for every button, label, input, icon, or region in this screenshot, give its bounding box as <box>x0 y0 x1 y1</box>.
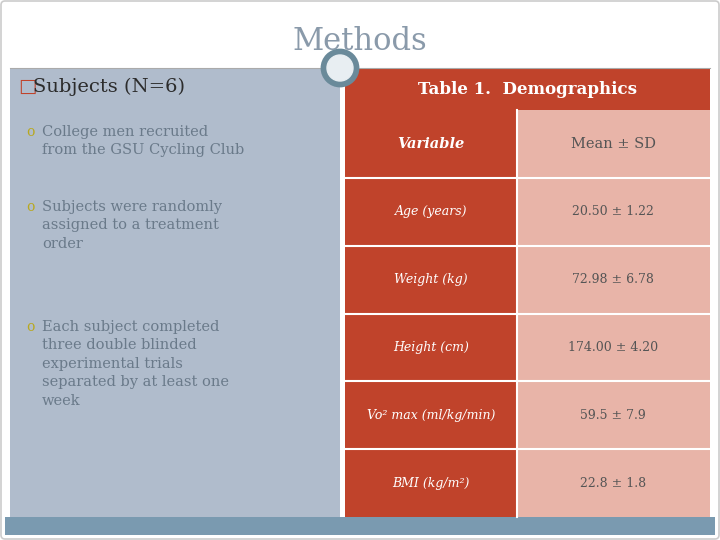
Text: BMI (kg/m²): BMI (kg/m²) <box>392 477 469 490</box>
Bar <box>345 449 516 517</box>
Bar <box>345 178 516 246</box>
Circle shape <box>327 55 353 81</box>
Bar <box>345 246 516 314</box>
Text: Subjects (N=6): Subjects (N=6) <box>33 78 185 96</box>
Text: Weight (kg): Weight (kg) <box>394 273 467 286</box>
Text: Table 1.  Demographics: Table 1. Demographics <box>418 80 637 98</box>
Text: 72.98 ± 6.78: 72.98 ± 6.78 <box>572 273 654 286</box>
Bar <box>516 381 710 449</box>
Bar <box>345 68 710 517</box>
Text: 59.5 ± 7.9: 59.5 ± 7.9 <box>580 409 646 422</box>
Text: Vo² max (ml/kg/min): Vo² max (ml/kg/min) <box>366 409 495 422</box>
Bar <box>516 449 710 517</box>
Text: Age (years): Age (years) <box>395 205 467 218</box>
Text: 22.8 ± 1.8: 22.8 ± 1.8 <box>580 477 647 490</box>
Text: o: o <box>26 200 34 214</box>
Text: College men recruited
from the GSU Cycling Club: College men recruited from the GSU Cycli… <box>42 125 244 157</box>
Bar <box>5 517 715 535</box>
Text: Variable: Variable <box>397 137 464 151</box>
Bar <box>516 246 710 314</box>
Text: 20.50 ± 1.22: 20.50 ± 1.22 <box>572 205 654 218</box>
Bar <box>516 314 710 381</box>
Bar <box>345 314 516 381</box>
Circle shape <box>322 50 358 86</box>
Text: Each subject completed
three double blinded
experimental trials
separated by at : Each subject completed three double blin… <box>42 320 229 408</box>
Text: Mean ± SD: Mean ± SD <box>571 137 656 151</box>
Text: 174.00 ± 4.20: 174.00 ± 4.20 <box>568 341 658 354</box>
Text: Subjects were randomly
assigned to a treatment
order: Subjects were randomly assigned to a tre… <box>42 200 222 251</box>
Text: Methods: Methods <box>292 26 428 57</box>
Bar <box>345 381 516 449</box>
Text: o: o <box>26 320 34 334</box>
Text: o: o <box>26 125 34 139</box>
Bar <box>345 110 516 178</box>
Bar <box>516 110 710 178</box>
Text: Height (cm): Height (cm) <box>393 341 469 354</box>
Bar <box>516 178 710 246</box>
Bar <box>10 68 340 517</box>
Text: □: □ <box>18 78 37 96</box>
